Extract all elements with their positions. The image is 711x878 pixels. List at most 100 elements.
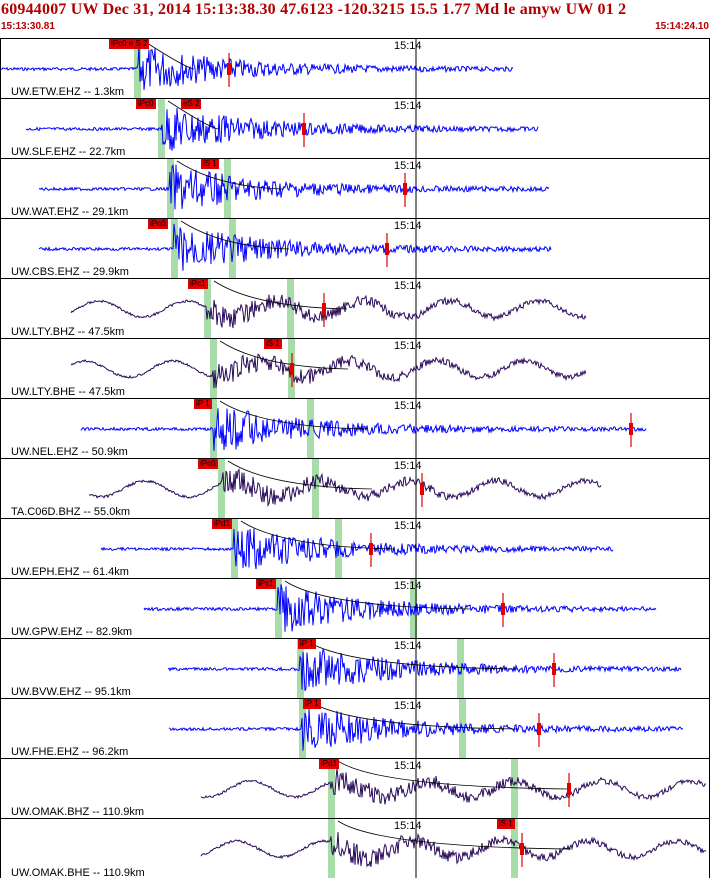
trace-panel[interactable]: 15:14 iPd1 UW.OMAK.BHZ -- 110.9km <box>0 758 710 818</box>
minute-tick-label: 15:14 <box>394 760 422 772</box>
phase-pick-label[interactable]: iPc1 <box>256 579 276 589</box>
amplitude-marker-box <box>629 423 633 435</box>
station-channel-label: UW.WAT.EHZ -- 29.1km <box>11 206 131 218</box>
waveform-trace <box>88 468 602 508</box>
phase-window-marker <box>410 579 417 638</box>
waveform-plot <box>38 219 552 278</box>
trace-panel-list[interactable]: 15:14 iPc0 e S 2 UW.ETW.EHZ -- 1.3km 15:14 i… <box>0 38 711 878</box>
phase-window-marker <box>287 279 294 338</box>
amplitude-marker-box <box>227 63 231 75</box>
phase-pick-label[interactable]: eS 2 <box>181 99 202 109</box>
trace-panel[interactable]: 15:14 iS 1 UW.LTY.BHE -- 47.5km <box>0 338 710 398</box>
waveform-trace <box>1 43 514 90</box>
trace-panel[interactable]: 15:14 iS 1 UW.OMAK.BHE -- 110.9km <box>0 818 710 878</box>
minute-tick-label: 15:14 <box>394 520 422 532</box>
travel-time-curve <box>213 280 348 310</box>
phase-pick-label[interactable]: iS 1 <box>497 819 515 829</box>
waveform-plot <box>80 399 647 458</box>
waveform-trace <box>80 408 647 451</box>
trace-panel[interactable]: 15:14 iP 1 UW.BVW.EHZ -- 95.1km <box>0 638 710 698</box>
station-channel-label: UW.LTY.BHE -- 47.5km <box>11 386 127 398</box>
station-channel-label: TA.C06D.BHZ -- 55.0km <box>11 506 132 518</box>
waveform-plot <box>167 639 682 698</box>
trace-panel[interactable]: 15:14 iP 1 UW.NEL.EHZ -- 50.9km <box>0 398 710 458</box>
amplitude-marker-box <box>420 483 424 495</box>
trace-panel[interactable]: 15:14 iPc1 UW.LTY.BHZ -- 47.5km <box>0 278 710 338</box>
waveform-trace <box>38 223 552 271</box>
travel-time-curve <box>284 580 471 610</box>
phase-pick-label[interactable]: iP 1 <box>303 699 321 709</box>
phase-window-marker <box>511 819 518 878</box>
minute-tick-label: 15:14 <box>394 820 422 832</box>
phase-window-marker <box>134 39 141 98</box>
station-channel-label: UW.LTY.BHZ -- 47.5km <box>11 326 127 338</box>
travel-time-curve <box>176 160 285 190</box>
amplitude-marker-box <box>322 303 326 315</box>
trace-panel[interactable]: 15:14 iS 1 UW.WAT.EHZ -- 29.1km <box>0 158 710 218</box>
phase-pick-label[interactable]: iPc0 <box>198 459 218 469</box>
phase-pick-label[interactable]: iS 1 <box>201 159 219 169</box>
waveform-trace <box>70 294 587 329</box>
trace-panel[interactable]: 15:14 iPc0 eS 2 UW.SLF.EHZ -- 22.7km <box>0 98 710 158</box>
station-channel-label: UW.ETW.EHZ -- 1.3km <box>11 86 127 98</box>
waveform-trace <box>70 353 587 389</box>
station-channel-label: UW.EPH.EHZ -- 61.4km <box>11 566 131 578</box>
amplitude-marker-box <box>537 723 541 735</box>
phase-pick-label[interactable]: iPc0 e S 2 <box>109 39 150 49</box>
phase-pick-label[interactable]: iPc1 <box>188 279 208 289</box>
waveform-plot <box>200 819 707 878</box>
waveform-plot <box>38 159 550 218</box>
phase-window-marker <box>307 399 314 458</box>
amplitude-marker-box <box>520 843 524 855</box>
trace-panel[interactable]: 15:14 iPc0 e S 2 UW.ETW.EHZ -- 1.3km <box>0 38 710 98</box>
waveform-trace <box>200 832 707 868</box>
trace-panel[interactable]: 15:14 iPd1 UW.EPH.EHZ -- 61.4km <box>0 518 710 578</box>
phase-window-marker <box>511 759 518 818</box>
window-end-time: 15:14:24.10 <box>655 21 709 32</box>
minute-tick-label: 15:14 <box>394 640 422 652</box>
station-channel-label: UW.CBS.EHZ -- 29.9km <box>11 266 131 278</box>
travel-time-curve <box>167 100 219 130</box>
amplitude-marker-box <box>369 543 373 555</box>
travel-time-curve <box>219 340 349 370</box>
travel-time-curve <box>337 820 572 850</box>
waveform-plot <box>100 519 614 578</box>
waveform-plot <box>143 579 657 638</box>
travel-time-curve <box>306 640 518 670</box>
station-channel-label: UW.OMAK.BHE -- 110.9km <box>11 867 147 878</box>
travel-time-curve <box>337 760 572 790</box>
amplitude-marker-box <box>501 603 505 615</box>
waveform-trace <box>168 708 684 751</box>
phase-window-marker <box>210 399 217 458</box>
trace-panel[interactable]: 15:14 iPc0 UW.CBS.EHZ -- 29.9km <box>0 218 710 278</box>
phase-window-marker <box>275 579 282 638</box>
trace-panel[interactable]: 15:14 iPc0 TA.C06D.BHZ -- 55.0km <box>0 458 710 518</box>
travel-time-curve <box>227 460 373 490</box>
waveform-plot <box>200 759 707 818</box>
event-header-title: 60944007 UW Dec 31, 2014 15:13:38.30 47.… <box>1 1 627 18</box>
station-channel-label: UW.GPW.EHZ -- 82.9km <box>11 626 135 638</box>
trace-panel[interactable]: 15:14 iPc1 UW.GPW.EHZ -- 82.9km <box>0 578 710 638</box>
phase-pick-label[interactable]: iP 1 <box>194 399 212 409</box>
phase-pick-label[interactable]: iP 1 <box>298 639 316 649</box>
amplitude-marker-box <box>302 123 306 135</box>
phase-pick-label[interactable]: iPc0 <box>148 219 168 229</box>
station-channel-label: UW.FHE.EHZ -- 96.2km <box>11 746 131 758</box>
phase-pick-label[interactable]: iPc0 <box>136 99 156 109</box>
minute-tick-label: 15:14 <box>394 280 422 292</box>
phase-pick-label[interactable]: iPd1 <box>212 519 233 529</box>
amplitude-marker-box <box>552 663 556 675</box>
waveform-trace <box>200 767 707 805</box>
phase-pick-label[interactable]: iS 1 <box>264 339 282 349</box>
amplitude-marker-box <box>290 363 294 375</box>
amplitude-marker-box <box>385 243 389 255</box>
minute-tick-label: 15:14 <box>394 160 422 172</box>
minute-tick-label: 15:14 <box>394 580 422 592</box>
waveform-plot <box>168 699 684 758</box>
waveform-plot <box>70 279 587 338</box>
amplitude-marker-box <box>403 183 407 195</box>
trace-panel[interactable]: 15:14 iP 1 UW.FHE.EHZ -- 96.2km <box>0 698 710 758</box>
phase-pick-label[interactable]: iPd1 <box>319 759 340 769</box>
amplitude-marker-box <box>567 783 571 795</box>
